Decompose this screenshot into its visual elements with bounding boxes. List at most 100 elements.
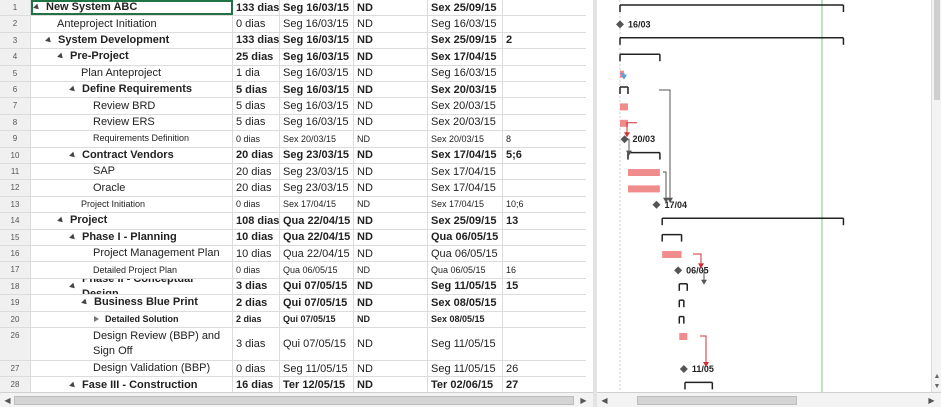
predecessors-cell[interactable]	[503, 180, 586, 195]
collapse-icon[interactable]	[45, 36, 53, 45]
grid-scroll-left-icon[interactable]: ◀	[4, 396, 11, 405]
start-cell[interactable]: Qui 07/05/15	[280, 328, 354, 360]
nd-cell[interactable]: ND	[354, 98, 428, 114]
start-cell[interactable]: Seg 16/03/15	[280, 82, 354, 98]
start-cell[interactable]: Sex 20/03/15	[280, 131, 354, 147]
row-id[interactable]: 9	[0, 131, 31, 147]
row-id[interactable]: 14	[0, 213, 31, 229]
task-row[interactable]: 26 Design Review (BBP) and Sign Off 3 dias…	[0, 328, 586, 361]
pane-divider[interactable]	[593, 0, 597, 407]
duration-cell[interactable]: 1 dia	[233, 65, 280, 81]
finish-cell[interactable]: Qua 06/05/15	[428, 229, 503, 245]
task-row[interactable]: 15 Phase I - Planning 10 dias Qua 22/04/15 N…	[0, 229, 586, 246]
row-id[interactable]: 12	[0, 180, 31, 196]
row-id[interactable]: 19	[0, 295, 31, 311]
predecessors-cell[interactable]	[503, 66, 586, 81]
row-id[interactable]: 15	[0, 229, 31, 245]
duration-cell[interactable]: 10 dias	[233, 229, 280, 245]
gantt-horizontal-scrollbar[interactable]: ◀ ▶	[597, 392, 941, 407]
task-name-cell[interactable]: SAP	[31, 164, 233, 180]
task-row[interactable]: 5 Plan Anteproject 1 dia Seg 16/03/15 ND Seg …	[0, 65, 586, 82]
task-name-cell[interactable]: Review ERS	[31, 114, 233, 131]
finish-cell[interactable]: Sex 25/09/15	[428, 213, 503, 229]
collapse-icon[interactable]	[33, 3, 41, 12]
task-name-cell[interactable]: Project Management Plan	[31, 246, 233, 262]
start-cell[interactable]: Qua 22/04/15	[280, 213, 354, 229]
row-id[interactable]: 18	[0, 278, 31, 295]
gantt-scroll-right-icon[interactable]: ▶	[928, 396, 935, 405]
start-cell[interactable]: Qua 06/05/15	[280, 262, 354, 278]
predecessors-cell[interactable]: 26	[503, 361, 586, 376]
nd-cell[interactable]: ND	[354, 114, 428, 131]
finish-cell[interactable]: Sex 20/03/15	[428, 98, 503, 114]
row-id[interactable]: 1	[0, 0, 31, 16]
nd-cell[interactable]: ND	[354, 82, 428, 98]
row-id[interactable]: 17	[0, 262, 31, 278]
finish-cell[interactable]: Sex 17/04/15	[428, 49, 503, 65]
start-cell[interactable]: Seg 23/03/15	[280, 180, 354, 196]
start-cell[interactable]: Seg 11/05/15	[280, 361, 354, 377]
nd-cell[interactable]: ND	[354, 295, 428, 311]
finish-cell[interactable]: Sex 17/04/15	[428, 180, 503, 196]
nd-cell[interactable]: ND	[354, 0, 428, 16]
predecessors-cell[interactable]	[503, 246, 586, 261]
row-id[interactable]: 20	[0, 311, 31, 327]
duration-cell[interactable]: 20 dias	[233, 180, 280, 196]
collapse-icon[interactable]	[81, 298, 89, 307]
duration-cell[interactable]: 25 dias	[233, 49, 280, 65]
nd-cell[interactable]: ND	[354, 361, 428, 377]
predecessors-cell[interactable]	[503, 98, 586, 113]
collapse-icon[interactable]	[69, 85, 77, 94]
collapse-icon[interactable]	[57, 52, 65, 61]
task-row[interactable]: 10 Contract Vendors 20 dias Seg 23/03/15 ND S…	[0, 147, 586, 164]
task-name-cell[interactable]: Fase III - Construction	[31, 377, 233, 392]
task-name-cell[interactable]: New System ABC	[31, 0, 233, 16]
predecessors-cell[interactable]: 27	[503, 377, 586, 392]
duration-cell[interactable]: 5 dias	[233, 98, 280, 114]
task-row[interactable]: 6 Define Requirements 5 dias Seg 16/03/15 ND…	[0, 82, 586, 99]
task-name-cell[interactable]: Anteproject Initiation	[31, 16, 233, 32]
gantt-scroll-left-icon[interactable]: ◀	[601, 396, 608, 405]
task-row[interactable]: 19 Business Blue Print 2 dias Qui 07/05/15 N…	[0, 295, 586, 312]
row-id[interactable]: 28	[0, 377, 31, 392]
start-cell[interactable]: Seg 16/03/15	[280, 16, 354, 32]
start-cell[interactable]: Seg 23/03/15	[280, 164, 354, 180]
task-row[interactable]: 20 Detailed Solution 2 dias Qui 07/05/15 ND S…	[0, 311, 586, 328]
duration-cell[interactable]: 20 dias	[233, 164, 280, 180]
row-id[interactable]: 6	[0, 82, 31, 98]
collapse-icon[interactable]	[69, 282, 77, 291]
task-name-cell[interactable]: Detailed Project Plan	[31, 262, 233, 278]
predecessors-cell[interactable]	[503, 16, 586, 31]
predecessors-cell[interactable]: 8	[503, 131, 586, 146]
task-name-cell[interactable]: Plan Anteproject	[31, 65, 233, 81]
task-name-cell[interactable]: Design Review (BBP) and Sign Off	[31, 328, 233, 360]
vertical-scrollbar[interactable]: ▲ ▼	[931, 0, 941, 392]
finish-cell[interactable]: Seg 16/03/15	[428, 16, 503, 32]
task-row[interactable]: 2 Anteproject Initiation 0 dias Seg 16/03/1…	[0, 16, 586, 33]
gantt-scroll-thumb[interactable]	[637, 396, 797, 405]
task-name-cell[interactable]: Contract Vendors	[31, 147, 233, 163]
predecessors-cell[interactable]: 10;6	[503, 197, 586, 212]
nd-cell[interactable]: ND	[354, 328, 428, 360]
nd-cell[interactable]: ND	[354, 278, 428, 295]
row-id[interactable]: 27	[0, 361, 31, 377]
finish-cell[interactable]: Sex 20/03/15	[428, 114, 503, 131]
collapse-icon[interactable]	[57, 216, 65, 225]
nd-cell[interactable]: ND	[354, 65, 428, 81]
duration-cell[interactable]: 20 dias	[233, 147, 280, 163]
row-id[interactable]: 13	[0, 196, 31, 213]
task-row[interactable]: 18 Phase II - Conceptual Design 3 dias Qui …	[0, 278, 586, 296]
start-cell[interactable]: Seg 16/03/15	[280, 65, 354, 81]
predecessors-cell[interactable]	[503, 312, 586, 327]
finish-cell[interactable]: Sex 25/09/15	[428, 32, 503, 49]
duration-cell[interactable]: 5 dias	[233, 82, 280, 98]
start-cell[interactable]: Seg 23/03/15	[280, 147, 354, 163]
finish-cell[interactable]: Sex 25/09/15	[428, 0, 503, 16]
predecessors-cell[interactable]	[503, 82, 586, 97]
task-name-cell[interactable]: Requirements Definition	[31, 131, 233, 147]
predecessors-cell[interactable]: 15	[503, 279, 586, 294]
row-id[interactable]: 8	[0, 114, 31, 131]
vertical-scroll-thumb[interactable]	[934, 0, 940, 100]
nd-cell[interactable]: ND	[354, 311, 428, 327]
finish-cell[interactable]: Seg 16/03/15	[428, 65, 503, 81]
